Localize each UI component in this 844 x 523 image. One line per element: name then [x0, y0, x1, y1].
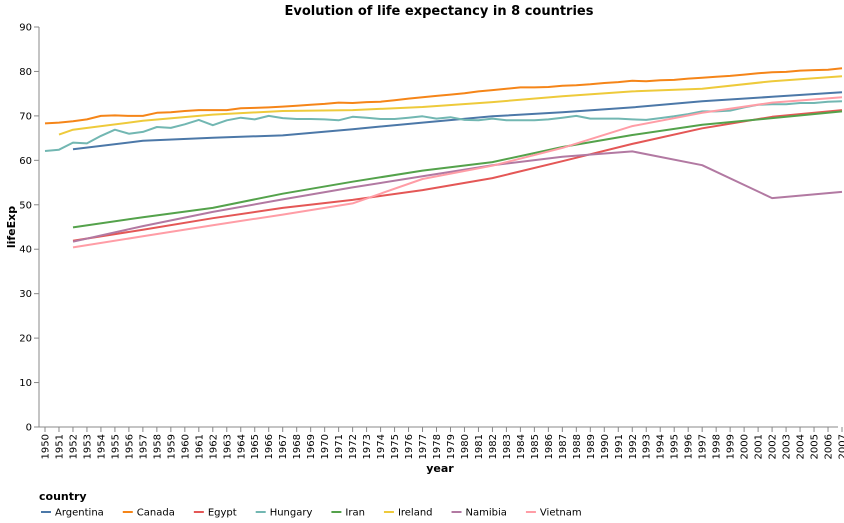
x-tick-label: 1970 — [320, 434, 331, 459]
x-tick-label: 1958 — [152, 434, 163, 459]
x-tick-label: 2007 — [838, 434, 844, 459]
x-tick-label: 1951 — [54, 434, 65, 459]
x-tick-label: 2004 — [796, 434, 807, 459]
series-line-hungary — [44, 100, 843, 152]
x-tick-label: 1972 — [348, 434, 359, 459]
x-tick-label: 1998 — [712, 434, 723, 459]
y-tick-label: 80 — [19, 67, 32, 78]
x-tick-label: 2002 — [768, 434, 779, 459]
legend-label-canada: Canada — [137, 508, 175, 519]
x-tick-label: 1969 — [306, 434, 317, 459]
x-tick-label: 1985 — [530, 434, 541, 459]
y-tick-label: 40 — [19, 245, 32, 256]
legend-label-egypt: Egypt — [208, 508, 237, 519]
series-line-canada — [44, 67, 843, 125]
y-axis: 0 10 20 30 40 50 60 70 80 90 — [19, 23, 40, 434]
y-tick-label: 0 — [26, 423, 32, 434]
legend: country Argentina Canada Egypt Hungary Iran I… — [39, 490, 582, 519]
y-axis-title: lifeExp — [5, 206, 18, 248]
x-tick-label: 1996 — [684, 434, 695, 459]
x-tick-label: 1979 — [446, 434, 457, 459]
x-tick-label: 1950 — [41, 434, 52, 459]
x-tick-label: 1961 — [194, 434, 205, 459]
x-tick-label: 2000 — [740, 434, 751, 459]
series-line-egypt — [72, 109, 843, 242]
x-tick-label: 1956 — [124, 434, 135, 459]
chart-title: Evolution of life expectancy in 8 countr… — [285, 4, 594, 19]
y-tick-label: 90 — [19, 23, 32, 34]
series-line-iran — [72, 110, 843, 229]
x-tick-label: 1957 — [138, 434, 149, 459]
x-tick-label: 1975 — [390, 434, 401, 459]
x-tick-label: 1989 — [586, 434, 597, 459]
y-tick-label: 20 — [19, 334, 32, 345]
x-tick-label: 1960 — [180, 434, 191, 459]
series-line-namibia — [72, 150, 843, 243]
plot-area — [44, 67, 843, 249]
x-tick-label: 1988 — [572, 434, 583, 459]
y-tick-label: 10 — [19, 378, 32, 389]
x-tick-label: 1954 — [96, 434, 107, 459]
legend-title: country — [39, 490, 87, 503]
x-tick-label: 1974 — [376, 434, 387, 459]
x-tick-label: 2006 — [824, 434, 835, 459]
x-axis: 1950 1951 1952 1953 1954 1955 1956 1957 1958 1959… — [39, 426, 844, 459]
x-tick-label: 1977 — [418, 434, 429, 459]
x-tick-label: 1995 — [670, 434, 681, 459]
legend-label-ireland: Ireland — [398, 508, 433, 519]
y-tick-label: 60 — [19, 156, 32, 167]
x-tick-label: 1991 — [614, 434, 625, 459]
series-line-vietnam — [72, 96, 843, 249]
x-tick-label: 1952 — [68, 434, 79, 459]
x-tick-label: 1993 — [642, 434, 653, 459]
series-line-ireland — [58, 75, 843, 136]
x-tick-label: 2005 — [810, 434, 821, 459]
x-tick-label: 1971 — [334, 434, 345, 459]
x-tick-label: 1980 — [460, 434, 471, 459]
legend-label-vietnam: Vietnam — [540, 508, 582, 519]
x-tick-label: 1967 — [278, 434, 289, 459]
x-tick-label: 1984 — [516, 434, 527, 459]
x-tick-label: 1983 — [502, 434, 513, 459]
legend-label-iran: Iran — [345, 508, 365, 519]
x-tick-label: 1999 — [726, 434, 737, 459]
x-tick-label: 1962 — [208, 434, 219, 459]
legend-label-argentina: Argentina — [55, 508, 104, 519]
x-tick-label: 1981 — [474, 434, 485, 459]
y-tick-label: 70 — [19, 111, 32, 122]
legend-label-hungary: Hungary — [270, 508, 313, 519]
x-tick-label: 1965 — [250, 434, 261, 459]
x-tick-label: 2003 — [782, 434, 793, 459]
x-tick-label: 1986 — [544, 434, 555, 459]
x-axis-title: year — [426, 462, 454, 475]
x-tick-label: 1964 — [236, 434, 247, 459]
x-tick-label: 1953 — [82, 434, 93, 459]
x-tick-label: 1978 — [432, 434, 443, 459]
x-tick-label: 1976 — [404, 434, 415, 459]
x-tick-label: 1963 — [222, 434, 233, 459]
x-tick-label: 1966 — [264, 434, 275, 459]
x-tick-label: 1968 — [292, 434, 303, 459]
x-tick-label: 1973 — [362, 434, 373, 459]
x-tick-label: 1994 — [656, 434, 667, 459]
series-line-argentina — [72, 91, 843, 151]
y-tick-label: 50 — [19, 200, 32, 211]
x-tick-label: 1982 — [488, 434, 499, 459]
x-tick-label: 1955 — [110, 434, 121, 459]
legend-label-namibia: Namibia — [466, 508, 507, 519]
x-tick-label: 1997 — [698, 434, 709, 459]
y-tick-label: 30 — [19, 289, 32, 300]
x-tick-label: 1990 — [600, 434, 611, 459]
x-tick-label: 2001 — [754, 434, 765, 459]
x-tick-label: 1959 — [166, 434, 177, 459]
x-tick-label: 1992 — [628, 434, 639, 459]
x-tick-label: 1987 — [558, 434, 569, 459]
